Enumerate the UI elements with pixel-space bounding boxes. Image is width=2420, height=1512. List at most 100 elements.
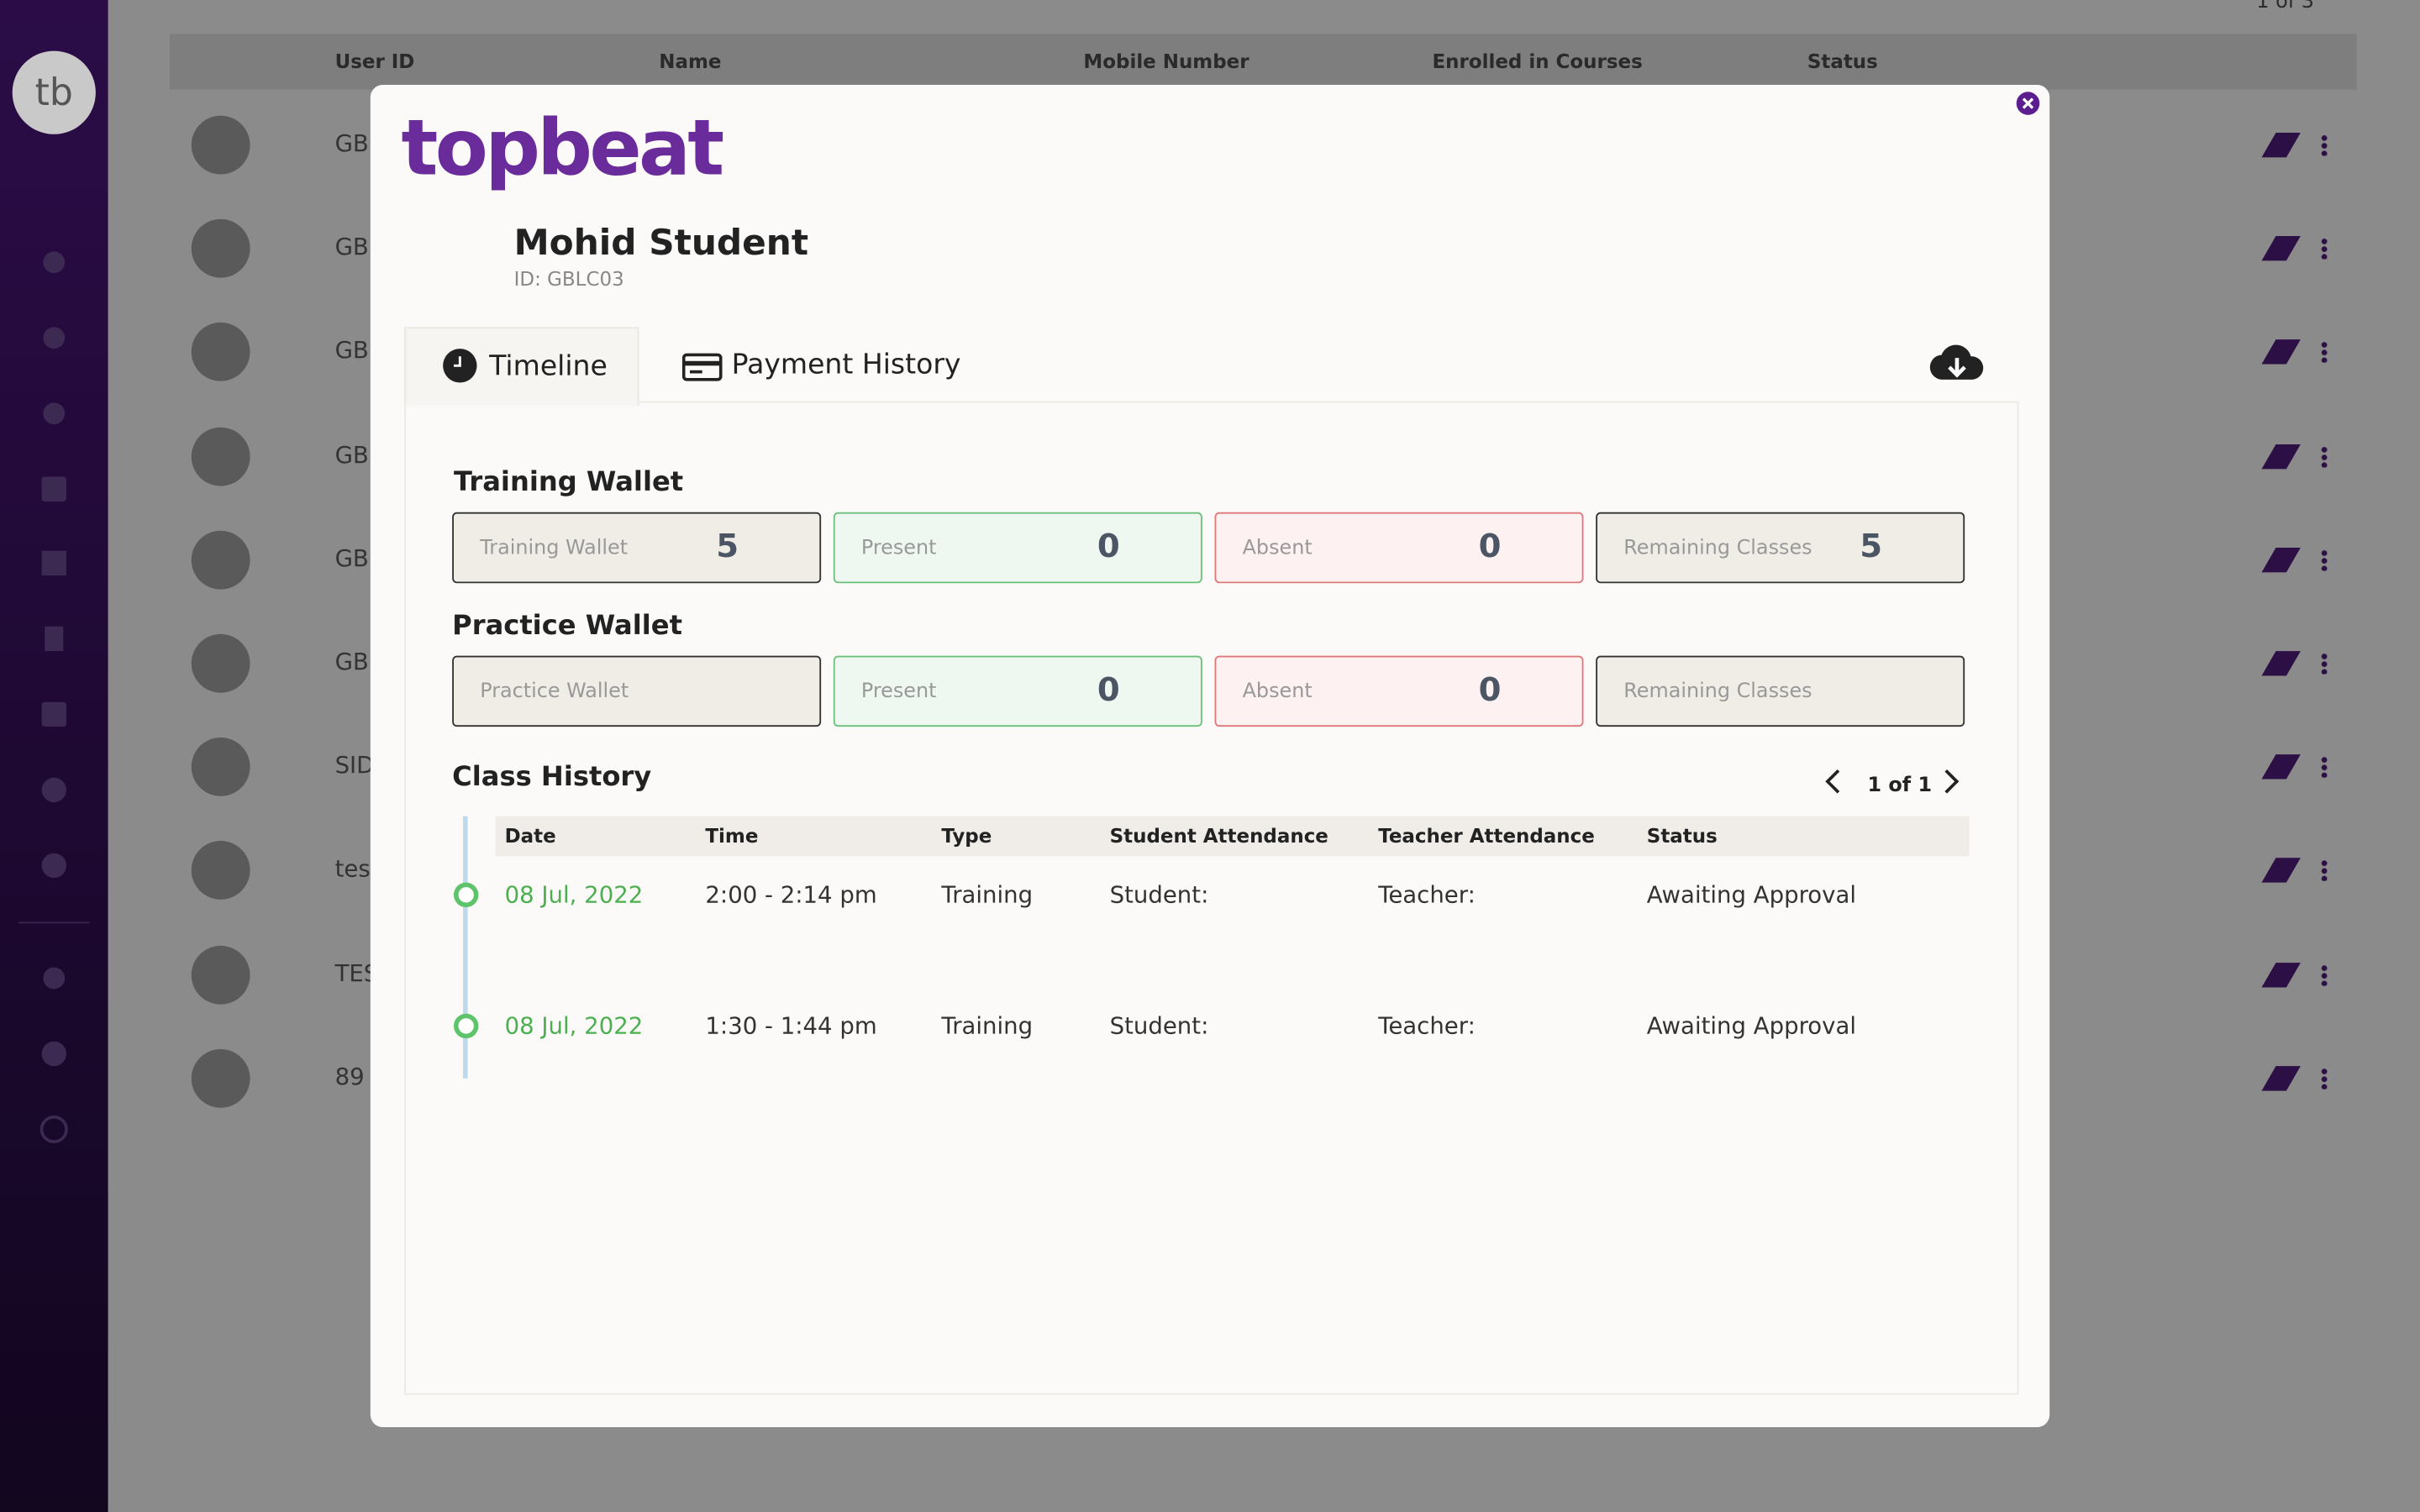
edit-icon[interactable] <box>2261 754 2301 780</box>
avatar <box>191 841 250 900</box>
more-icon[interactable] <box>2321 756 2328 779</box>
user-id: 89 <box>334 1063 365 1091</box>
card-label: Remaining Classes <box>1623 680 1812 704</box>
avatar <box>191 427 250 486</box>
student-id: ID: GBLC03 <box>513 266 624 291</box>
sidebar: tb <box>0 0 108 1512</box>
user-id: SID <box>334 751 375 780</box>
wallet-card: Present 0 <box>833 655 1202 727</box>
cell: Student: <box>1109 1011 1209 1040</box>
tab-label[interactable]: Payment History <box>731 349 961 381</box>
cell: Training <box>941 1011 1034 1040</box>
more-icon[interactable] <box>2321 652 2328 675</box>
table-header <box>495 816 1970 857</box>
timeline-dot <box>454 882 479 908</box>
card-value: 5 <box>716 528 739 565</box>
card-value: 0 <box>1478 670 1502 709</box>
svg-text:tb: tb <box>35 71 73 114</box>
wallet-card: Present 0 <box>833 512 1202 584</box>
nav-icons[interactable] <box>39 251 68 1144</box>
cell: 08 Jul, 2022 <box>504 1011 644 1040</box>
column-header: Status <box>1807 49 1878 73</box>
edit-icon[interactable] <box>2261 858 2301 884</box>
card-value: 5 <box>1860 528 1883 565</box>
edit-icon[interactable] <box>2261 132 2301 158</box>
card-value: 0 <box>1478 528 1502 565</box>
clock-icon <box>443 349 477 383</box>
cell: Student: <box>1109 880 1209 909</box>
edit-icon[interactable] <box>2261 547 2301 573</box>
column-header: User ID <box>334 49 415 73</box>
more-icon[interactable] <box>2321 963 2328 985</box>
wallet-card: Absent 0 <box>1214 512 1584 584</box>
avatar <box>191 738 250 797</box>
user-id: GB <box>334 129 369 158</box>
close-button[interactable] <box>2016 91 2040 115</box>
avatar <box>191 219 250 278</box>
cell: 2:00 - 2:14 pm <box>705 880 877 909</box>
avatar <box>191 115 250 175</box>
column-header: Enrolled in Courses <box>1432 49 1643 73</box>
more-icon[interactable] <box>2321 341 2328 364</box>
section-title: Class History <box>452 762 652 794</box>
app-logo[interactable] <box>12 50 96 134</box>
wallet-card: Remaining Classes 5 <box>1596 512 1965 584</box>
user-id: GB <box>334 440 369 469</box>
edit-icon[interactable] <box>2261 651 2301 676</box>
avatar <box>191 530 250 590</box>
more-icon[interactable] <box>2321 445 2328 467</box>
cell: Awaiting Approval <box>1646 880 1857 909</box>
card-label: Absent <box>1242 537 1313 560</box>
more-icon[interactable] <box>2321 1067 2328 1089</box>
user-id: GB <box>334 337 369 365</box>
card-label: Present <box>860 537 937 560</box>
card-value: 0 <box>1097 670 1120 709</box>
avatar <box>191 1048 250 1108</box>
edit-icon[interactable] <box>2261 444 2301 469</box>
modal: topbeat Mohid Student ID: GBLC03 Timelin… <box>370 85 2050 1427</box>
column-header: Date <box>504 823 556 848</box>
cell: Teacher: <box>1378 1011 1476 1040</box>
column-header: Time <box>705 823 759 848</box>
avatar <box>191 945 250 1004</box>
timeline-line <box>463 816 468 1079</box>
edit-icon[interactable] <box>2261 962 2301 987</box>
avatar <box>191 323 250 382</box>
logo: topbeat <box>401 103 725 193</box>
edit-icon[interactable] <box>2261 236 2301 261</box>
edit-icon[interactable] <box>2261 339 2301 365</box>
more-icon[interactable] <box>2321 134 2328 156</box>
card-label: Present <box>860 680 937 704</box>
download-button[interactable] <box>1929 343 1985 386</box>
tab-label[interactable]: Timeline <box>489 349 608 383</box>
wallet-card: Training Wallet 5 <box>452 512 822 584</box>
cell: Awaiting Approval <box>1646 1011 1857 1040</box>
column-header: Type <box>941 823 992 848</box>
column-header: Student Attendance <box>1109 823 1328 848</box>
pagination: 1 of 3 <box>2256 0 2314 14</box>
card-label: Absent <box>1242 680 1313 704</box>
timeline-dot <box>454 1013 479 1039</box>
user-id: tes <box>334 855 371 884</box>
column-header: Status <box>1646 823 1718 848</box>
more-icon[interactable] <box>2321 238 2328 260</box>
column-header: Teacher Attendance <box>1378 823 1595 848</box>
section-title: Training Wallet <box>454 467 684 499</box>
user-id: GB <box>334 648 369 676</box>
card-label: Practice Wallet <box>480 680 629 704</box>
edit-icon[interactable] <box>2261 1065 2301 1091</box>
more-icon[interactable] <box>2321 859 2328 882</box>
card-label: Training Wallet <box>480 537 629 560</box>
card-label: Remaining Classes <box>1623 537 1812 560</box>
card-value: 0 <box>1097 528 1120 565</box>
cell: 1:30 - 1:44 pm <box>705 1011 877 1040</box>
more-icon[interactable] <box>2321 549 2328 571</box>
sidebar-icons: tb <box>12 50 96 1144</box>
cell: Teacher: <box>1378 880 1476 909</box>
column-header: Name <box>659 49 722 73</box>
user-id: GB <box>334 543 369 573</box>
student-name: Mohid Student <box>513 223 809 265</box>
user-id: GB <box>334 233 369 261</box>
